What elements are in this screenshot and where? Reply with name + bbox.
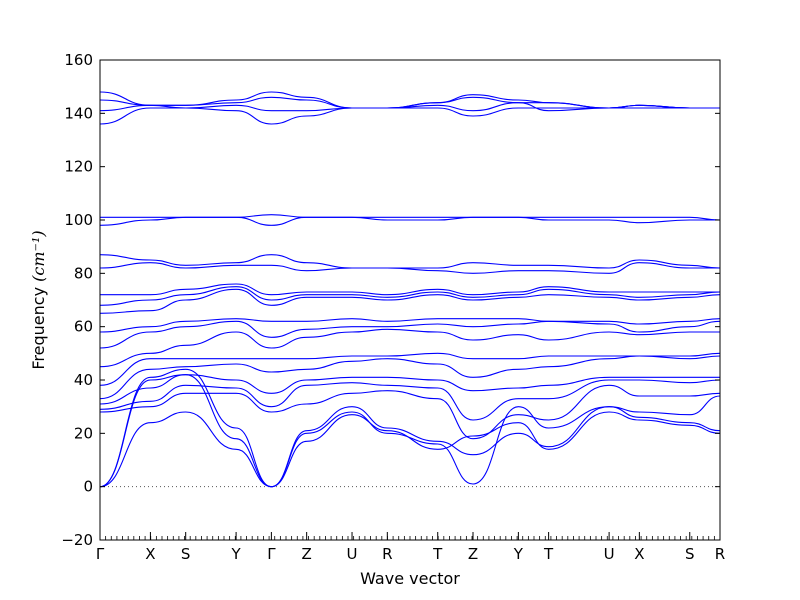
- y-tick-label: 120: [64, 158, 93, 176]
- band-line: [99, 91, 720, 109]
- band-line: [99, 352, 721, 386]
- x-tick-label: Y: [513, 545, 524, 563]
- y-axis-unit: (cm⁻¹): [29, 230, 48, 281]
- x-tick-label: Z: [468, 545, 478, 563]
- band-line: [99, 216, 720, 226]
- band-line: [99, 368, 721, 488]
- y-axis-label: Frequency (cm⁻¹): [29, 230, 48, 369]
- plot-frame: [99, 59, 721, 541]
- band-line: [99, 374, 720, 405]
- x-tick-label: X: [634, 545, 644, 563]
- x-tick-label: S: [181, 545, 191, 563]
- band-line: [100, 214, 721, 221]
- band-line: [99, 318, 721, 333]
- x-tick-label: X: [145, 545, 155, 563]
- y-tick-label: 80: [74, 264, 93, 282]
- y-tick-label: 60: [74, 318, 93, 336]
- band-line: [99, 107, 720, 125]
- x-tick-label: Γ: [96, 545, 105, 563]
- plot-lines: [99, 91, 721, 488]
- band-line: [99, 411, 721, 488]
- y-tick-label: 100: [64, 211, 93, 229]
- y-tick-label: 0: [83, 478, 93, 496]
- x-tick-label: U: [347, 545, 358, 563]
- x-axis-label: Wave vector: [360, 569, 460, 588]
- x-tick-label: Γ: [267, 545, 276, 563]
- y-axis-label-group: Frequency (cm⁻¹): [29, 230, 48, 369]
- band-line: [99, 254, 721, 269]
- y-tick-label: 40: [74, 371, 93, 389]
- band-line: [99, 355, 721, 400]
- band-line: [99, 288, 721, 314]
- y-tick-label: −20: [61, 531, 93, 549]
- y-tick-label: 20: [74, 424, 93, 442]
- y-axis: −20 0 20 40 60 80 100 120 140 160: [61, 51, 720, 549]
- y-tick-label: 160: [64, 51, 93, 69]
- y-tick-label: 140: [64, 104, 93, 122]
- x-tick-label: T: [543, 545, 554, 563]
- band-line: [99, 384, 721, 440]
- band-line: [99, 328, 720, 368]
- x-tick-label: T: [432, 545, 443, 563]
- x-tick-label: U: [604, 545, 615, 563]
- x-tick-label: R: [382, 545, 392, 563]
- band-line: [99, 379, 721, 421]
- band-line: [99, 320, 721, 349]
- band-line: [99, 374, 721, 488]
- y-axis-label-text: Frequency: [29, 287, 48, 370]
- band-line: [99, 283, 720, 296]
- x-tick-label: Z: [302, 545, 312, 563]
- x-tick-label: R: [715, 545, 725, 563]
- x-tick-label: S: [685, 545, 695, 563]
- band-line: [99, 262, 720, 274]
- x-tick-label: Y: [231, 545, 242, 563]
- band-line: [99, 286, 721, 306]
